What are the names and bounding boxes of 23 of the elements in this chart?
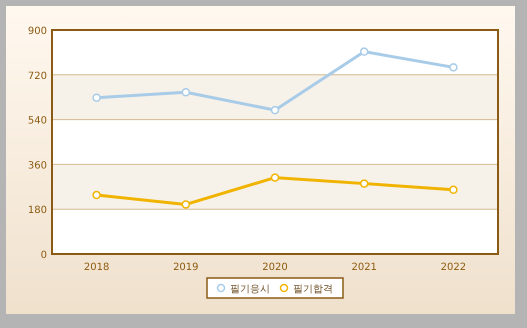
point [449,63,458,72]
y-tick-label: 900 [28,26,47,37]
x-tick-label: 2021 [351,262,377,273]
x-tick-label: 2022 [440,262,466,273]
y-tick-label: 180 [28,205,47,216]
y-tick-label: 0 [40,250,47,261]
legend-label: 필기합격 [293,284,333,295]
legend-label: 필기응시 [230,284,270,295]
point [182,200,190,209]
x-tick-label: 2020 [262,262,288,273]
y-tick-label: 360 [28,160,47,172]
point [92,190,101,200]
y-tick-label: 540 [28,116,47,127]
point [270,173,280,182]
point [182,88,190,96]
x-tick-label: 2018 [84,262,110,273]
y-tick-label: 720 [28,70,47,82]
point [449,186,458,194]
point [92,93,101,102]
x-tick-label: 2019 [173,262,199,273]
point [270,106,280,114]
point [360,179,368,188]
point [360,47,368,56]
